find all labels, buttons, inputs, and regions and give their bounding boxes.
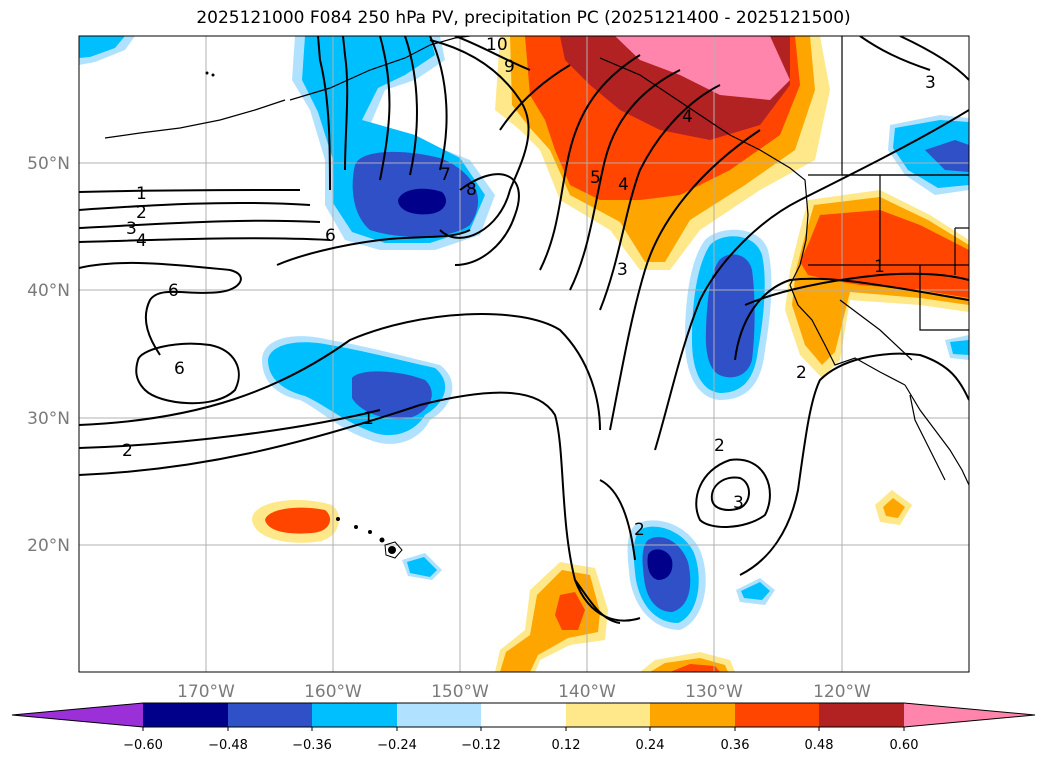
colorbar-tick-label: −0.60 — [123, 738, 163, 753]
contour-label: 8 — [466, 180, 477, 200]
lat-label: 40°N — [27, 281, 70, 301]
precip-negative-region — [647, 549, 673, 580]
precip-negative-region — [407, 557, 437, 577]
contour-label: 2 — [634, 520, 645, 540]
contour-label: 6 — [168, 281, 179, 301]
precip-negative-region — [925, 140, 969, 172]
contour-label: 2 — [714, 436, 725, 456]
precip-positive-region — [555, 592, 585, 630]
colorbar-segment — [143, 703, 228, 727]
colorbar: −0.60 −0.48 −0.36 −0.24 −0.12 0.12 0.24 … — [11, 702, 1036, 753]
contour-label: 10 — [486, 35, 508, 55]
contour-label: 4 — [136, 231, 147, 251]
map-title: 2025121000 F084 250 hPa PV, precipitatio… — [196, 8, 851, 28]
colorbar-tick-label: 0.36 — [721, 738, 750, 753]
contour-label: 4 — [682, 107, 693, 127]
colorbar-extend-high — [904, 703, 1035, 727]
colorbar-tick-label: 0.48 — [805, 738, 834, 753]
contour-label: 3 — [617, 260, 628, 280]
colorbar-tick-label: −0.12 — [461, 738, 501, 753]
colorbar-tick-label: 0.60 — [890, 738, 919, 753]
hawaii-outline — [384, 541, 403, 559]
precip-positive-region — [265, 507, 331, 534]
colorbar-segment — [819, 703, 904, 727]
contour-label: 1 — [136, 184, 147, 204]
contour-label: 7 — [440, 165, 451, 185]
contour-label: 3 — [925, 73, 936, 93]
colorbar-segment — [481, 703, 566, 727]
coastlines — [104, 36, 969, 486]
precip-negative-region — [950, 340, 969, 355]
lat-label: 30°N — [27, 409, 70, 429]
colorbar-extend-low — [12, 703, 143, 727]
contour-label: 9 — [504, 57, 515, 77]
contour-label: 6 — [325, 226, 336, 246]
contour-label: 2 — [796, 363, 807, 383]
precip-negative-region — [705, 254, 755, 378]
precip-negative-region — [398, 188, 446, 215]
precip-positive-region — [883, 498, 905, 518]
colorbar-segment — [312, 703, 397, 727]
contour-label-group: 1 2 3 4 6 6 6 7 8 9 10 5 4 3 1 2 2 3 2 1… — [122, 35, 936, 540]
lon-label: 150°W — [431, 682, 489, 702]
colorbar-tick-label: 0.24 — [636, 738, 665, 753]
lat-label: 20°N — [27, 536, 70, 556]
colorbar-segment — [228, 703, 312, 727]
contour-label: 3 — [733, 493, 744, 513]
contour-label: 2 — [136, 203, 147, 223]
colorbar-segment — [566, 703, 650, 727]
contour-label: 4 — [618, 175, 629, 195]
contour-label: 3 — [126, 219, 137, 239]
lon-label: 140°W — [558, 682, 616, 702]
lat-label: 50°N — [27, 154, 70, 174]
lon-label: 130°W — [685, 682, 743, 702]
lon-label: 120°W — [813, 682, 871, 702]
pv-contours — [79, 36, 969, 624]
colorbar-tick-label: −0.36 — [292, 738, 332, 753]
colorbar-tick-label: −0.48 — [208, 738, 248, 753]
lon-label: 160°W — [304, 682, 362, 702]
precip-negative-region — [79, 36, 125, 58]
colorbar-segment — [650, 703, 735, 727]
shaded-fields: 1 2 3 4 6 6 6 7 8 9 10 5 4 3 1 2 2 3 2 1… — [79, 35, 969, 672]
precip-positive-region — [670, 664, 720, 672]
contour-label: 1 — [874, 257, 885, 277]
colorbar-segment — [397, 703, 481, 727]
contour-label: 1 — [363, 409, 374, 429]
colorbar-tick-label: 0.12 — [552, 738, 581, 753]
colorbar-tick-label: −0.24 — [377, 738, 417, 753]
graticule — [79, 36, 969, 672]
contour-label: 5 — [590, 168, 601, 188]
contour-label: 6 — [174, 359, 185, 379]
islands — [205, 71, 396, 554]
lon-label: 170°W — [177, 682, 235, 702]
colorbar-segment — [735, 703, 819, 727]
contour-label: 2 — [122, 441, 133, 461]
precip-positive-region — [615, 36, 790, 100]
precip-negative-region — [741, 582, 770, 600]
map-frame — [78, 35, 970, 673]
